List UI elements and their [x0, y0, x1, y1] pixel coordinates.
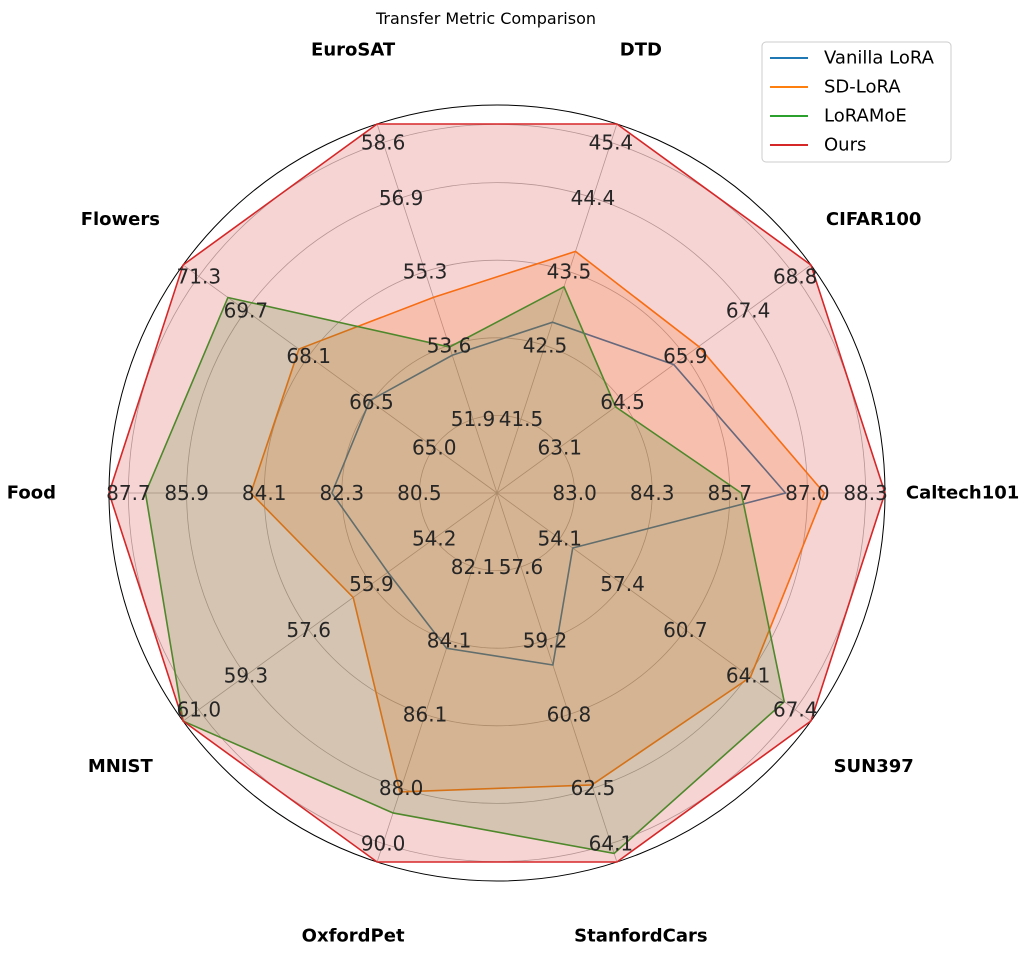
tick-label-stanfordcars-5: 64.1: [589, 832, 634, 856]
tick-label-stanfordcars-4: 62.5: [571, 776, 616, 800]
tick-label-oxfordpet-2: 84.1: [427, 629, 472, 653]
tick-label-sun397-4: 64.1: [726, 663, 771, 687]
tick-label-food-2: 82.3: [320, 481, 365, 505]
legend-label-vanilla-lora: Vanilla LoRA: [824, 48, 935, 69]
tick-label-flowers-2: 66.5: [349, 390, 394, 414]
spoke-stanfordcars: [496, 492, 618, 863]
category-label-stanfordcars: StanfordCars: [574, 925, 707, 946]
category-label-cifar100: CIFAR100: [826, 209, 922, 230]
category-label-caltech101: Caltech101: [906, 483, 1019, 504]
series-line-vanilla-lora: [330, 321, 787, 666]
legend-label-ours: Ours: [824, 135, 866, 156]
tick-label-food-1: 80.5: [397, 481, 442, 505]
tick-label-food-3: 84.1: [242, 481, 287, 505]
tick-label-eurosat-3: 55.3: [403, 260, 448, 284]
tick-label-caltech101-4: 87.0: [785, 481, 830, 505]
tick-label-flowers-5: 71.3: [177, 264, 222, 288]
category-label-dtd: DTD: [620, 40, 662, 61]
tick-label-food-4: 85.9: [164, 481, 209, 505]
series-fill-loramoe: [145, 286, 785, 854]
tick-label-oxfordpet-4: 88.0: [379, 776, 424, 800]
tick-label-stanfordcars-2: 59.2: [523, 629, 568, 653]
tick-label-eurosat-2: 53.6: [427, 333, 472, 357]
tick-label-oxfordpet-3: 86.1: [403, 702, 448, 726]
tick-label-dtd-1: 41.5: [499, 407, 544, 431]
tick-label-mnist-5: 61.0: [177, 698, 222, 722]
category-label-oxfordpet: OxfordPet: [302, 925, 405, 946]
grid-layer: [108, 104, 886, 882]
tick-label-cifar100-4: 67.4: [726, 299, 771, 323]
category-label-eurosat: EuroSAT: [311, 40, 396, 61]
tick-label-oxfordpet-1: 82.1: [451, 555, 496, 579]
tick-label-mnist-4: 59.3: [224, 663, 269, 687]
spoke-eurosat: [376, 123, 498, 494]
series-line-loramoe: [144, 285, 786, 855]
category-label-sun397: SUN397: [834, 756, 914, 777]
spoke-oxfordpet: [376, 492, 498, 863]
spoke-mnist: [182, 492, 498, 722]
legend: Vanilla LoRA SD-LoRA LoRAMoE Ours: [761, 41, 952, 163]
tick-label-flowers-1: 65.0: [412, 435, 457, 459]
tick-label-eurosat-1: 51.9: [451, 407, 496, 431]
spoke-flowers: [182, 264, 498, 494]
series-fill-ours: [109, 123, 885, 863]
series-fill-sd-lora: [250, 251, 825, 792]
tick-label-sun397-3: 60.7: [663, 618, 708, 642]
category-label-food: Food: [7, 483, 56, 504]
spoke-cifar100: [496, 264, 812, 494]
tick-label-food-5: 87.7: [106, 481, 151, 505]
tick-labels: 83.0 84.3 85.7 87.0 88.363.164.565.967.468.8…: [106, 130, 888, 855]
spoke-dtd: [496, 123, 618, 494]
chart-title: Transfer Metric Comparison: [375, 9, 596, 28]
tick-label-cifar100-2: 64.5: [600, 390, 645, 414]
category-label-mnist: MNIST: [88, 756, 154, 777]
tick-label-sun397-1: 54.1: [538, 527, 583, 551]
tick-label-caltech101-5: 88.3: [843, 481, 888, 505]
legend-label-loramoe: LoRAMoE: [824, 106, 907, 127]
tick-label-caltech101-3: 85.7: [708, 481, 753, 505]
spoke-sun397: [496, 492, 812, 722]
tick-label-cifar100-5: 68.8: [773, 264, 818, 288]
tick-label-dtd-3: 43.5: [547, 260, 592, 284]
tick-label-stanfordcars-1: 57.6: [499, 555, 544, 579]
tick-label-dtd-2: 42.5: [523, 333, 568, 357]
tick-label-sun397-5: 67.4: [773, 698, 818, 722]
legend-frame: [761, 41, 952, 163]
tick-label-eurosat-4: 56.9: [379, 186, 424, 210]
tick-label-mnist-3: 57.6: [286, 618, 331, 642]
tick-label-caltech101-1: 83.0: [552, 481, 597, 505]
tick-label-cifar100-3: 65.9: [663, 344, 708, 368]
series-line-sd-lora: [249, 250, 826, 793]
tick-label-dtd-5: 45.4: [589, 130, 634, 154]
tick-label-sun397-2: 57.4: [600, 572, 645, 596]
tick-label-oxfordpet-5: 90.0: [361, 832, 406, 856]
tick-label-stanfordcars-3: 60.8: [547, 702, 592, 726]
series-layer: [108, 123, 886, 863]
tick-label-mnist-1: 54.2: [412, 527, 457, 551]
tick-label-flowers-4: 69.7: [224, 299, 269, 323]
tick-label-dtd-4: 44.4: [571, 186, 616, 210]
tick-label-caltech101-2: 84.3: [630, 481, 675, 505]
tick-label-cifar100-1: 63.1: [538, 435, 583, 459]
category-labels: Caltech101 CIFAR100 DTD EuroSAT Flowers Food M…: [7, 40, 1019, 947]
tick-label-eurosat-5: 58.6: [361, 130, 406, 154]
tick-label-mnist-2: 55.9: [349, 572, 394, 596]
tick-label-flowers-3: 68.1: [286, 344, 331, 368]
series-line-ours: [108, 123, 886, 863]
legend-label-sd-lora: SD-LoRA: [824, 77, 901, 98]
category-label-flowers: Flowers: [81, 209, 160, 230]
